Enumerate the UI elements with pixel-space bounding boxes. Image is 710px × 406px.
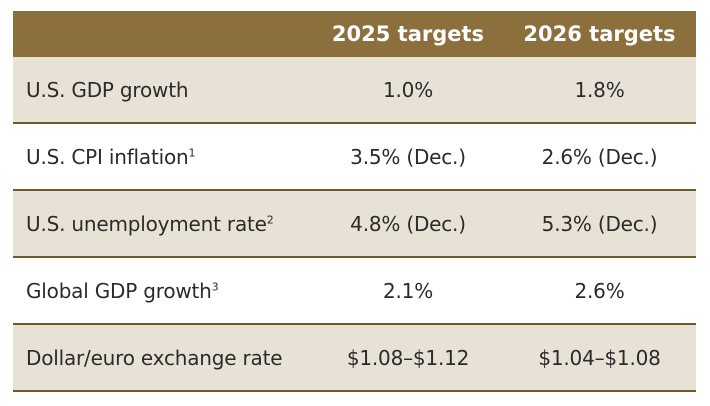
table-row: Global GDP growth3 2.1% 2.6% — [13, 258, 696, 325]
table-row: U.S. unemployment rate2 4.8% (Dec.) 5.3%… — [13, 191, 696, 258]
footnote-marker: 3 — [211, 279, 219, 293]
row-label: Dollar/euro exchange rate — [26, 345, 283, 370]
table-row: U.S. CPI inflation1 3.5% (Dec.) 2.6% (De… — [13, 124, 696, 191]
table-header: 2025 targets 2026 targets — [13, 11, 696, 57]
value-2026: 5.3% (Dec.) — [541, 211, 658, 236]
value-2025: 4.8% (Dec.) — [350, 211, 466, 236]
table-row: U.S. GDP growth 1.0% 1.8% — [13, 57, 696, 124]
row-label: U.S. GDP growth — [26, 77, 189, 102]
value-2025: 3.5% (Dec.) — [350, 144, 466, 169]
table-row: Dollar/euro exchange rate $1.08–$1.12 $1… — [13, 325, 696, 392]
row-label: Global GDP growth3 — [26, 278, 219, 303]
footnote-marker: 2 — [266, 212, 274, 226]
value-2025: 1.0% — [382, 77, 433, 102]
value-2025: $1.08–$1.12 — [346, 345, 470, 370]
value-2026: 2.6% (Dec.) — [541, 144, 658, 169]
value-2026: 1.8% — [574, 77, 625, 102]
row-label: U.S. CPI inflation1 — [26, 144, 196, 169]
header-2026-targets: 2026 targets — [523, 22, 676, 46]
targets-table: 2025 targets 2026 targets U.S. GDP growt… — [13, 11, 696, 392]
value-2025: 2.1% — [382, 278, 433, 303]
row-label: U.S. unemployment rate2 — [26, 211, 274, 236]
header-2025-targets: 2025 targets — [331, 22, 485, 46]
value-2026: 2.6% — [574, 278, 625, 303]
footnote-marker: 1 — [188, 145, 196, 159]
value-2026: $1.04–$1.08 — [538, 345, 661, 370]
